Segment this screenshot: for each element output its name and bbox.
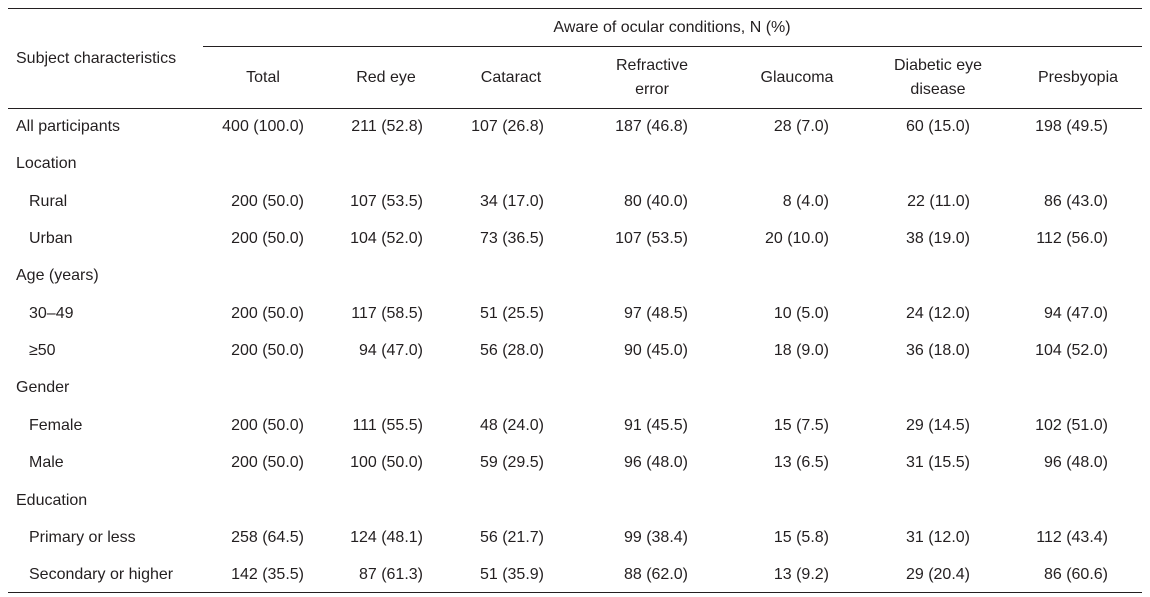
- cell: 31 (12.0): [905, 528, 970, 546]
- column-header: Red eye: [356, 69, 416, 86]
- cell: 187 (46.8): [615, 118, 688, 135]
- cell: 38 (19.0): [905, 230, 970, 248]
- cell: 94 (47.0): [358, 342, 423, 360]
- cell: 15 (5.8): [773, 528, 829, 546]
- cell: 142 (35.5): [231, 566, 304, 584]
- row-label: Female: [29, 416, 83, 434]
- cell: 90 (45.0): [623, 342, 688, 360]
- group-label: Age (years): [16, 267, 99, 285]
- bottom-rule: [8, 592, 1142, 593]
- cell: 51 (25.5): [479, 304, 544, 322]
- row-label: Rural: [29, 192, 68, 210]
- cell: 211 (52.8): [351, 118, 423, 135]
- group-label: Gender: [16, 379, 70, 397]
- column-header: Refractive error: [615, 57, 689, 98]
- cell: 112 (56.0): [1036, 230, 1108, 248]
- cell: 20 (10.0): [764, 230, 829, 248]
- cell: 48 (24.0): [479, 416, 544, 434]
- cell: 29 (14.5): [905, 416, 970, 434]
- cell: 22 (11.0): [907, 192, 970, 210]
- cell: 13 (6.5): [773, 454, 829, 472]
- cell: 56 (28.0): [479, 342, 544, 360]
- row-label: ≥50: [29, 342, 56, 360]
- cell: 73 (36.5): [479, 230, 544, 248]
- row-label: Primary or less: [29, 528, 136, 546]
- top-rule: [8, 8, 1142, 9]
- cell: 59 (29.5): [479, 454, 544, 472]
- cell: 117 (58.5): [351, 304, 423, 322]
- group-label: Location: [16, 155, 77, 173]
- cell: 56 (21.7): [479, 528, 544, 546]
- cell: 107 (26.8): [471, 118, 544, 135]
- cell: 13 (9.2): [773, 566, 829, 584]
- cell: 8 (4.0): [782, 192, 829, 210]
- group-header: Aware of ocular conditions, N (%): [553, 19, 791, 36]
- cell: 96 (48.0): [1043, 454, 1108, 472]
- cell: 200 (50.0): [231, 304, 304, 322]
- cell: 10 (5.0): [773, 304, 829, 322]
- cell: 18 (9.0): [773, 342, 829, 360]
- cell: 198 (49.5): [1035, 118, 1108, 135]
- cell: 100 (50.0): [350, 454, 423, 472]
- header-rule: [8, 108, 1142, 109]
- column-header: Glaucoma: [760, 69, 834, 86]
- cell: 200 (50.0): [231, 342, 304, 360]
- column-header: Diabetic eye disease: [893, 57, 983, 98]
- stub-header: Subject characteristics: [16, 50, 177, 67]
- cell: 24 (12.0): [905, 304, 970, 322]
- cell: 258 (64.5): [231, 528, 304, 546]
- cell: 97 (48.5): [623, 304, 688, 322]
- cell: 31 (15.5): [905, 454, 970, 472]
- cell: 51 (35.9): [479, 566, 544, 584]
- cell: 104 (52.0): [350, 230, 423, 248]
- row-label: Male: [29, 454, 64, 472]
- cell: 60 (15.0): [905, 118, 970, 135]
- cell: 34 (17.0): [479, 192, 544, 210]
- row-label: Urban: [29, 230, 73, 248]
- cell: 400 (100.0): [222, 118, 304, 135]
- cell: 80 (40.0): [623, 192, 688, 210]
- group-label: Education: [16, 491, 88, 509]
- row-label: All participants: [16, 118, 121, 135]
- column-header: Cataract: [480, 69, 542, 86]
- cell: 124 (48.1): [350, 528, 423, 546]
- cell: 91 (45.5): [623, 416, 688, 434]
- cell: 200 (50.0): [231, 416, 304, 434]
- cell: 86 (60.6): [1043, 566, 1108, 584]
- cell: 28 (7.0): [773, 118, 829, 135]
- group-rule: [203, 46, 1142, 47]
- cell: 104 (52.0): [1035, 342, 1108, 360]
- cell: 200 (50.0): [231, 230, 304, 248]
- row-label: 30–49: [29, 304, 74, 322]
- column-header: Total: [246, 69, 280, 86]
- cell: 99 (38.4): [623, 528, 688, 546]
- column-header: Presbyopia: [1037, 69, 1119, 86]
- cell: 36 (18.0): [905, 342, 970, 360]
- cell: 86 (43.0): [1043, 192, 1108, 210]
- cell: 112 (43.4): [1036, 528, 1108, 546]
- cell: 29 (20.4): [905, 566, 970, 584]
- cell: 96 (48.0): [623, 454, 688, 472]
- cell: 87 (61.3): [358, 566, 423, 584]
- cell: 102 (51.0): [1035, 416, 1108, 434]
- cell: 15 (7.5): [773, 416, 829, 434]
- cell: 88 (62.0): [623, 566, 688, 584]
- cell: 107 (53.5): [615, 230, 688, 248]
- cell: 111 (55.5): [352, 416, 423, 434]
- row-label: Secondary or higher: [29, 566, 174, 584]
- cell: 200 (50.0): [231, 454, 304, 472]
- cell: 107 (53.5): [350, 192, 423, 210]
- cell: 94 (47.0): [1043, 304, 1108, 322]
- cell: 200 (50.0): [231, 192, 304, 210]
